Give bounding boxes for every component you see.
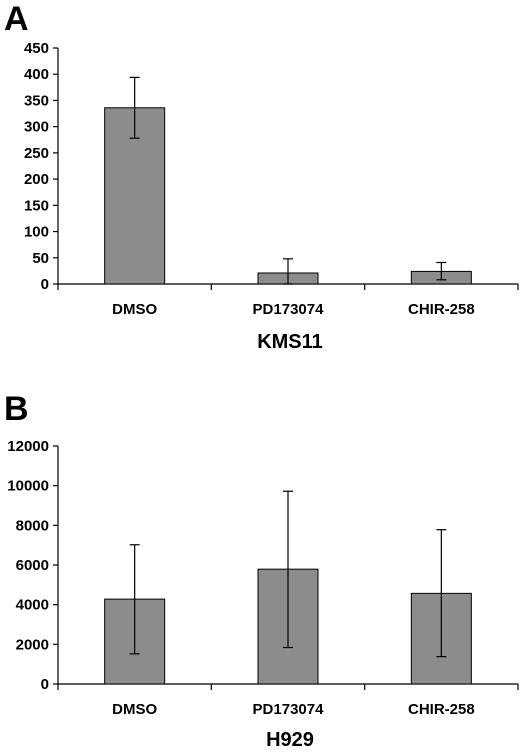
panel-a-category-label: DMSO (112, 301, 157, 318)
panel-b-x-label: H929 (266, 729, 314, 751)
panel-a-y-tick-label: 350 (24, 92, 49, 109)
panel-a-y-tick-label: 150 (24, 197, 49, 214)
panel-a-y-tick-label: 100 (24, 224, 49, 241)
panel-b-category-label: PD173074 (253, 701, 325, 718)
panel-b-letter: B (4, 390, 29, 428)
panel-a-y-tick-label: 300 (24, 119, 49, 136)
panel-b-y-tick-label: 4000 (16, 597, 49, 614)
panel-b-y-tick-label: 10000 (7, 478, 49, 495)
panel-b-plot: 0 2000 4000 6000 8000 10000 12000 DMSO PD173074 C… (7, 438, 519, 718)
panel-b-y-tick-label: 8000 (16, 517, 49, 534)
panel-a-letter: A (4, 0, 29, 38)
panel-a-plot: 0 50 100 150 200 250 300 350 400 450 DMSO PD173074 C… (24, 40, 519, 318)
panel-b-y-tick-label: 2000 (16, 636, 49, 653)
panel-a-category-label: CHIR-258 (408, 301, 475, 318)
panel-b-y-tick-label: 6000 (16, 557, 49, 574)
panel-b-category-label: CHIR-258 (408, 701, 475, 718)
panel-a-category-label: PD173074 (253, 301, 325, 318)
panel-b-category-label: DMSO (112, 701, 157, 718)
panel-b-y-tick-label: 0 (41, 676, 49, 693)
panel-a-y-tick-label: 400 (24, 66, 49, 83)
panel-a: A 0 50 100 150 200 250 300 350 400 450 DMSO PD17307… (4, 0, 519, 353)
panel-a-y-tick-label: 0 (41, 276, 49, 293)
panel-a-y-tick-label: 450 (24, 40, 49, 57)
panel-a-y-tick-label: 200 (24, 171, 49, 188)
panel-b: B 0 2000 4000 6000 8000 10000 12000 DMSO PD17307… (4, 390, 519, 751)
panel-a-x-label: KMS11 (257, 331, 323, 353)
panel-a-y-tick-label: 50 (32, 250, 49, 267)
panel-a-y-tick-label: 250 (24, 145, 49, 162)
panel-b-y-tick-label: 12000 (7, 438, 49, 455)
